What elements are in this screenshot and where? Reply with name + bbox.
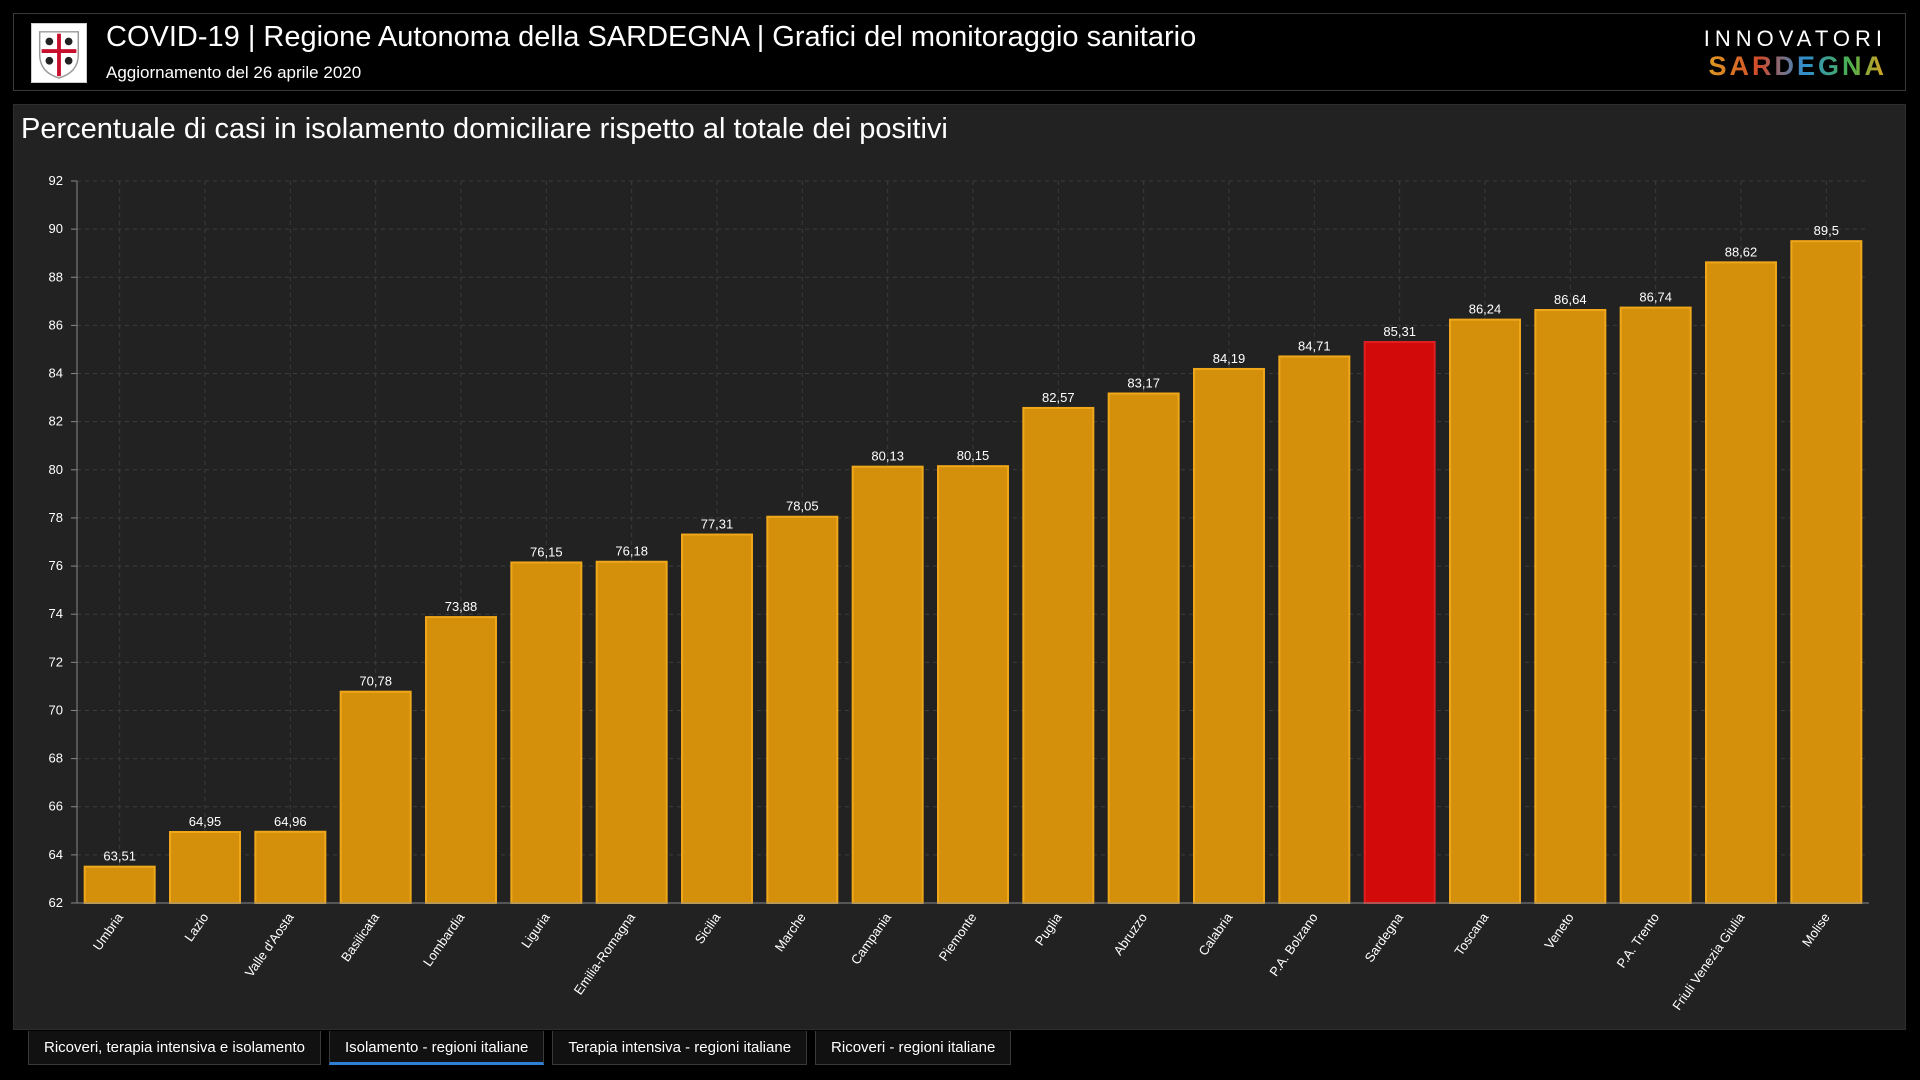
bar-value-label: 64,96 [274,814,307,829]
bar-liguria [510,561,583,904]
bar-calabria [1193,367,1265,904]
x-tick-label: Piemonte [936,910,980,964]
y-tick-label: 66 [49,799,63,814]
bar-value-label: 73,88 [445,599,478,614]
y-tick-label: 80 [49,462,63,477]
x-tick-label: Marche [772,910,809,954]
page-title: COVID-19 | Regione Autonoma della SARDEG… [106,21,1197,53]
y-tick-label: 90 [49,221,63,236]
bar-value-label: 76,15 [530,544,563,559]
bar-campania [851,465,924,904]
bar-value-label: 88,62 [1725,244,1758,259]
y-tick-label: 92 [49,173,63,188]
bar-sicilia [681,533,753,904]
x-tick-label: Friuli Venezia Giulia [1669,909,1748,1012]
chart-panel: Percentuale di casi in isolamento domici… [13,104,1906,1030]
bar-value-label: 83,17 [1127,376,1160,391]
tab-ricoveri-regioni[interactable]: Ricoveri - regioni italiane [815,1031,1012,1065]
bar-value-label: 84,71 [1298,338,1331,353]
chart-title: Percentuale di casi in isolamento domici… [21,113,948,145]
bar-friuli-venezia-giulia [1705,261,1777,904]
bar-value-label: 86,64 [1554,292,1587,307]
y-tick-label: 64 [49,847,63,862]
bar-value-label: 86,24 [1469,302,1502,317]
bar-lombardia [425,616,497,904]
brand-logo: INNOVATORI SARDEGNA [1704,26,1887,80]
y-tick-label: 76 [49,558,63,573]
y-tick-label: 72 [49,654,63,669]
x-tick-label: P.A. Trento [1613,910,1662,971]
bar-umbria [83,865,156,905]
bar-p-a-bolzano [1278,355,1351,905]
y-tick-label: 70 [49,702,63,717]
y-tick-label: 86 [49,317,63,332]
y-tick-label: 68 [49,751,63,766]
bar-emilia-romagna [595,560,668,904]
bar-marche [766,515,839,904]
x-tick-label: Sicilia [692,909,724,946]
brand-bottom-text: SARDEGNA [1704,52,1887,80]
x-tick-label: Molise [1799,910,1833,949]
bar-value-label: 86,74 [1639,290,1672,305]
bar-sardegna [1363,341,1436,905]
bar-value-label: 84,19 [1213,351,1246,366]
x-tick-label: Puglia [1032,909,1065,948]
tab-bar: Ricoveri, terapia intensiva e isolamento… [28,1031,1012,1067]
bar-chart: 62 64 66 68 70 72 74 76 78 80 82 84 86 88 90 92 63,51 Umb… [49,173,1869,1013]
bar-value-label: 80,13 [871,449,904,464]
bar-piemonte [937,465,1009,904]
update-date: Aggiornamento del 26 aprile 2020 [106,63,362,82]
y-tick-label: 88 [49,269,63,284]
bar-p-a-trento [1619,306,1692,905]
bar-lazio [169,831,241,905]
bar-veneto [1534,308,1607,905]
tab-ricoveri-terapia-isolamento[interactable]: Ricoveri, terapia intensiva e isolamento [28,1031,321,1065]
bar-basilicata [339,690,412,904]
x-tick-label: Emilia-Romagna [571,909,639,997]
header-bar: COVID-19 | Regione Autonoma della SARDEG… [13,13,1906,91]
x-tick-label: Lazio [181,910,211,944]
x-tick-label: Toscana [1451,909,1492,958]
bar-value-label: 85,31 [1383,324,1416,339]
bar-molise [1790,240,1863,904]
bar-value-label: 63,51 [103,849,136,864]
bar-toscana [1449,318,1521,904]
bar-value-label: 78,05 [786,499,819,514]
tab-terapia-intensiva-regioni[interactable]: Terapia intensiva - regioni italiane [552,1031,808,1065]
bar-abruzzo [1107,392,1180,904]
x-tick-label: Campania [848,909,895,967]
x-tick-label: Sardegna [1361,909,1406,964]
bar-value-label: 89,5 [1814,223,1839,238]
x-tick-label: Calabria [1195,909,1235,958]
x-tick-label: P.A. Bolzano [1266,910,1320,979]
bar-value-label: 76,18 [615,544,648,559]
x-tick-label: Lombardia [420,909,468,969]
bar-value-label: 70,78 [359,674,392,689]
sardinia-coat-of-arms-icon [31,23,87,83]
y-tick-label: 84 [49,366,63,381]
bar-valle-d-aosta [254,830,327,905]
coat-of-arms-graphic [38,31,80,79]
y-tick-label: 74 [49,606,63,621]
x-tick-label: Umbria [90,909,127,953]
bar-value-label: 80,15 [957,448,990,463]
x-tick-label: Valle d'Aosta [242,909,297,979]
brand-top-text: INNOVATORI [1703,26,1887,51]
bar-puglia [1022,406,1095,904]
y-tick-label: 62 [49,895,63,910]
bar-value-label: 64,95 [189,814,222,829]
y-tick-label: 82 [49,414,63,429]
x-tick-label: Basilicata [338,909,383,964]
x-tick-label: Liguria [518,909,553,950]
x-tick-label: Veneto [1541,910,1577,952]
bar-value-label: 77,31 [701,517,734,532]
bar-value-label: 82,57 [1042,390,1075,405]
x-tick-label: Abruzzo [1110,910,1150,958]
tab-isolamento-regioni[interactable]: Isolamento - regioni italiane [328,1031,545,1065]
y-tick-label: 78 [49,510,63,525]
